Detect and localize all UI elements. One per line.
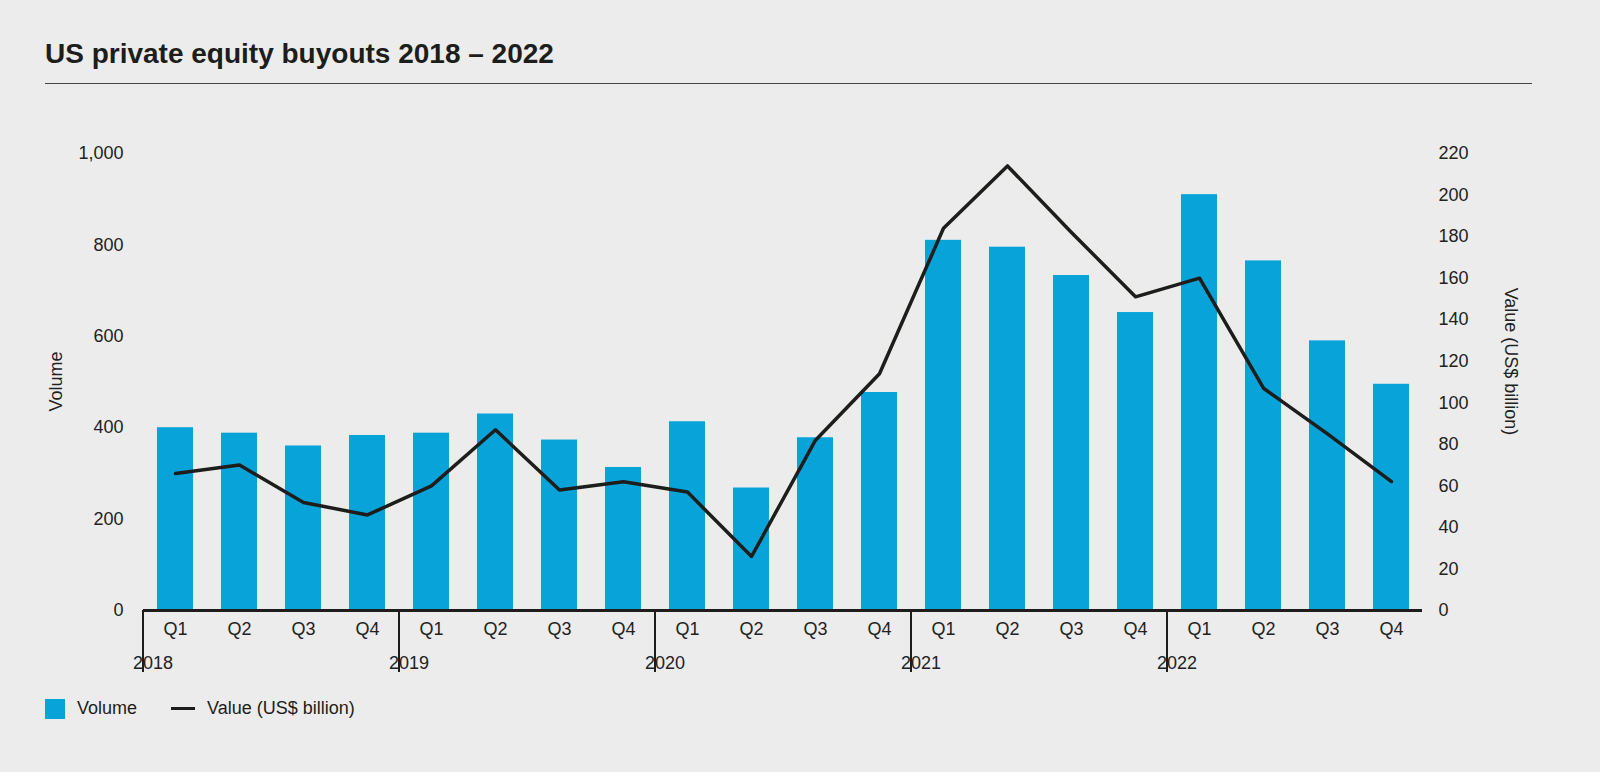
svg-text:Q2: Q2 (483, 619, 507, 639)
html-text:Value (US$ billion): Value (US$ billion) (207, 698, 355, 718)
svg-text:1,000: 1,000 (78, 143, 123, 163)
svg-text:Q1: Q1 (1187, 619, 1211, 639)
svg-text:Q4: Q4 (355, 619, 379, 639)
svg-text:Volume: Volume (46, 351, 66, 411)
svg-text:Value (US$ billion): Value (US$ billion) (1501, 288, 1521, 436)
svg-text:Q4: Q4 (1123, 619, 1147, 639)
svg-text:0: 0 (113, 600, 123, 620)
svg-text:140: 140 (1439, 309, 1469, 329)
svg-text:Q3: Q3 (547, 619, 571, 639)
svg-text:800: 800 (93, 235, 123, 255)
svg-text:Q2: Q2 (1251, 619, 1275, 639)
svg-text:Q4: Q4 (611, 619, 635, 639)
svg-text:2018: 2018 (133, 653, 173, 673)
svg-text:2021: 2021 (901, 653, 941, 673)
svg-text:Q1: Q1 (163, 619, 187, 639)
svg-text:200: 200 (93, 509, 123, 529)
svg-text:Q3: Q3 (1315, 619, 1339, 639)
svg-text:20: 20 (1439, 559, 1459, 579)
svg-text:100: 100 (1439, 393, 1469, 413)
svg-text:180: 180 (1439, 226, 1469, 246)
svg-text:Q3: Q3 (291, 619, 315, 639)
svg-text:200: 200 (1439, 185, 1469, 205)
svg-text:Q1: Q1 (675, 619, 699, 639)
svg-text:Q4: Q4 (867, 619, 891, 639)
html-text:US private equity buyouts 2018: US private equity buyouts 2018 – 2022 (45, 38, 554, 69)
svg-text:160: 160 (1439, 268, 1469, 288)
svg-text:60: 60 (1439, 476, 1459, 496)
svg-text:Q1: Q1 (931, 619, 955, 639)
svg-text:2022: 2022 (1157, 653, 1197, 673)
svg-text:2020: 2020 (645, 653, 685, 673)
svg-text:80: 80 (1439, 434, 1459, 454)
svg-text:220: 220 (1439, 143, 1469, 163)
svg-text:40: 40 (1439, 517, 1459, 537)
svg-text:120: 120 (1439, 351, 1469, 371)
svg-text:Q2: Q2 (739, 619, 763, 639)
svg-text:600: 600 (93, 326, 123, 346)
svg-text:Q2: Q2 (227, 619, 251, 639)
svg-text:Q3: Q3 (1059, 619, 1083, 639)
html-text:Volume: Volume (77, 698, 137, 718)
svg-text:400: 400 (93, 417, 123, 437)
svg-text:2019: 2019 (389, 653, 429, 673)
svg-text:Q1: Q1 (419, 619, 443, 639)
svg-text:Q3: Q3 (803, 619, 827, 639)
svg-text:Q2: Q2 (995, 619, 1019, 639)
svg-text:Q4: Q4 (1379, 619, 1403, 639)
svg-text:0: 0 (1439, 600, 1449, 620)
